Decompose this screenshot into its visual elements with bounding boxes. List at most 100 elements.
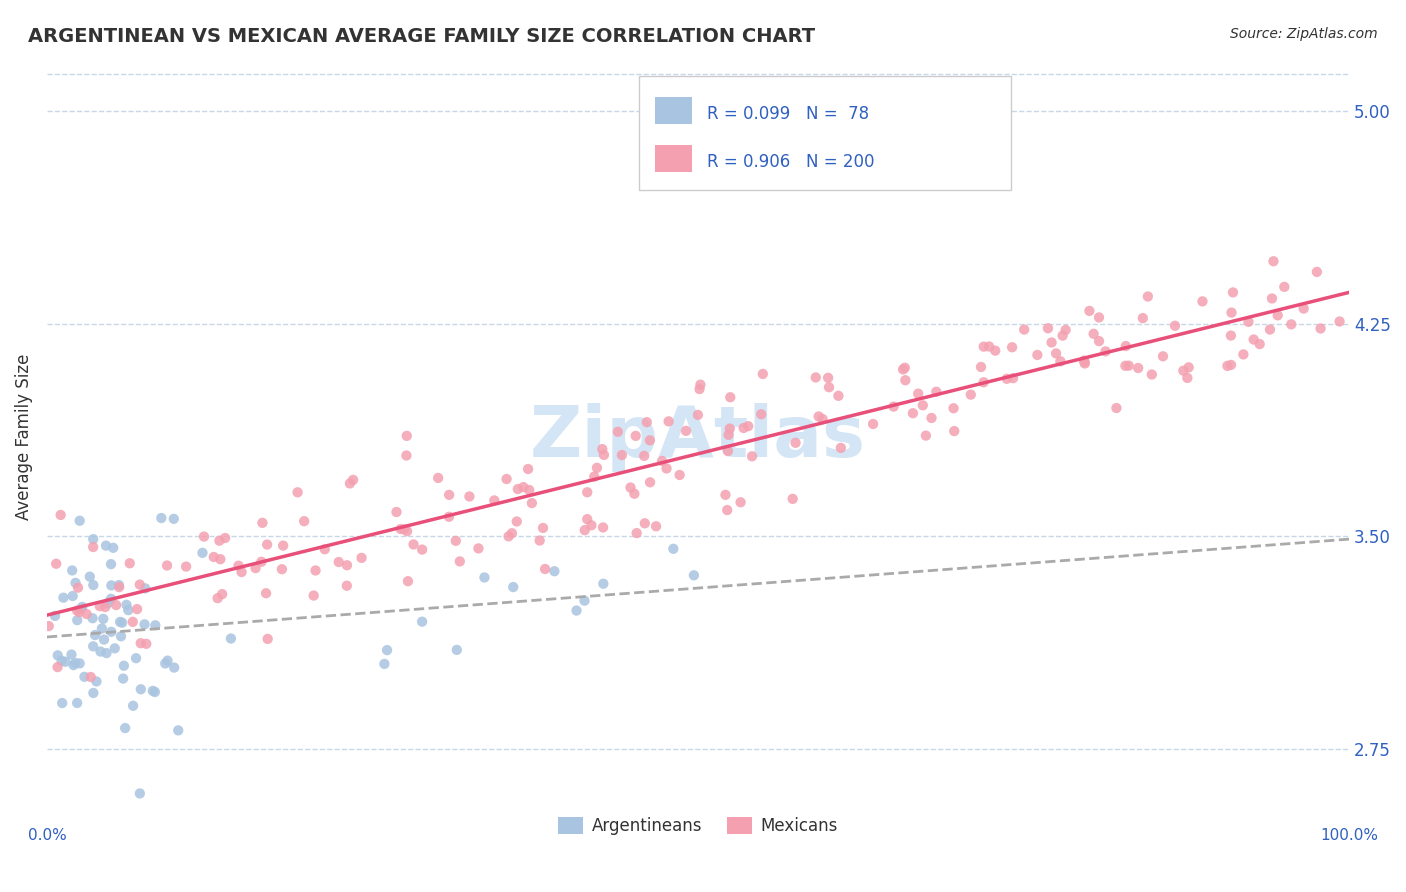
Point	[252, 516, 274, 530]
Point	[66, 696, 89, 710]
Point	[583, 469, 606, 483]
Point	[883, 400, 905, 414]
Point	[894, 373, 917, 387]
Point	[209, 552, 232, 566]
Point	[1140, 368, 1163, 382]
Point	[231, 565, 253, 579]
Text: 100.0%: 100.0%	[1320, 828, 1378, 843]
Point	[51, 696, 73, 710]
Point	[645, 519, 668, 533]
Point	[128, 577, 150, 591]
Point	[342, 473, 364, 487]
Point	[925, 384, 948, 399]
Point	[592, 520, 614, 534]
Point	[90, 622, 112, 636]
Point	[689, 382, 711, 396]
Point	[517, 483, 540, 497]
Point	[668, 468, 690, 483]
Point	[111, 615, 134, 630]
Point	[1040, 335, 1063, 350]
Point	[135, 637, 157, 651]
Point	[1012, 322, 1035, 336]
Point	[60, 564, 83, 578]
Point	[336, 579, 359, 593]
Point	[1237, 315, 1260, 329]
Point	[82, 686, 104, 700]
Point	[392, 522, 415, 536]
Point	[118, 556, 141, 570]
Point	[396, 574, 419, 589]
Point	[717, 427, 740, 442]
Point	[156, 558, 179, 573]
Point	[576, 485, 599, 500]
Point	[970, 359, 993, 374]
Point	[506, 482, 529, 496]
Point	[1036, 321, 1059, 335]
Point	[495, 472, 517, 486]
Point	[302, 589, 325, 603]
Point	[1279, 318, 1302, 332]
Point	[717, 444, 740, 458]
Point	[1026, 348, 1049, 362]
Point	[402, 537, 425, 551]
Point	[66, 613, 89, 627]
Point	[606, 425, 628, 439]
Point	[977, 339, 1000, 353]
Point	[716, 503, 738, 517]
Point	[984, 343, 1007, 358]
Point	[1309, 321, 1331, 335]
Point	[733, 421, 755, 435]
Text: Source: ZipAtlas.com: Source: ZipAtlas.com	[1230, 27, 1378, 41]
Point	[591, 442, 613, 456]
Point	[574, 593, 596, 607]
Point	[256, 632, 278, 646]
Point	[304, 564, 326, 578]
Point	[610, 448, 633, 462]
Point	[1083, 326, 1105, 341]
Point	[143, 685, 166, 699]
Point	[1329, 314, 1351, 328]
Point	[117, 603, 139, 617]
Point	[167, 723, 190, 738]
Point	[531, 521, 554, 535]
Point	[105, 598, 128, 612]
Point	[818, 380, 841, 394]
Point	[336, 558, 359, 573]
Point	[395, 429, 418, 443]
Point	[830, 441, 852, 455]
Point	[1054, 323, 1077, 337]
Text: 0.0%: 0.0%	[28, 828, 66, 843]
Point	[156, 654, 179, 668]
Point	[752, 367, 775, 381]
Point	[901, 406, 924, 420]
Point	[100, 624, 122, 639]
Point	[911, 398, 934, 412]
Point	[108, 578, 131, 592]
Point	[96, 646, 118, 660]
Point	[66, 581, 89, 595]
Point	[593, 448, 616, 462]
Point	[427, 471, 450, 485]
Point	[807, 409, 830, 424]
Point	[207, 591, 229, 606]
Point	[51, 654, 73, 668]
Point	[287, 485, 309, 500]
Point	[1222, 285, 1244, 300]
Point	[44, 608, 66, 623]
Point	[520, 496, 543, 510]
Point	[142, 684, 165, 698]
Point	[1132, 311, 1154, 326]
Point	[45, 557, 67, 571]
Point	[655, 461, 678, 475]
Point	[804, 370, 827, 384]
Point	[1049, 354, 1071, 368]
Point	[636, 415, 658, 429]
Point	[915, 428, 938, 442]
Point	[1002, 371, 1025, 385]
Point	[112, 658, 135, 673]
Point	[271, 562, 294, 576]
Point	[689, 377, 711, 392]
Point	[174, 559, 197, 574]
Point	[115, 598, 138, 612]
Point	[458, 490, 481, 504]
